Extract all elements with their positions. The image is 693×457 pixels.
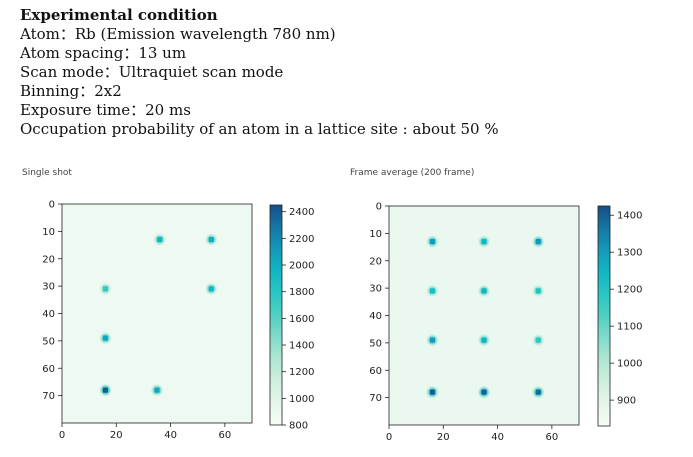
x-tick-label: 60	[218, 430, 231, 441]
atom-spot-core	[481, 239, 487, 245]
colorbar-tick-label: 1300	[617, 248, 642, 259]
atom-spot-core	[481, 389, 487, 395]
atom-spot-core	[481, 288, 487, 294]
atom-spot-core	[429, 288, 435, 294]
atom-spot-core	[535, 389, 541, 395]
condition-line-spacing: Atom spacing：13 um	[20, 44, 187, 62]
y-tick-label: 20	[42, 254, 55, 265]
colorbar	[597, 205, 611, 427]
y-tick-label: 40	[369, 311, 382, 322]
condition-line-binning: Binning：2x2	[20, 82, 122, 100]
x-tick-label: 40	[164, 430, 177, 441]
atom-spot-core	[535, 239, 541, 245]
y-tick-label: 0	[49, 200, 55, 211]
colorbar-tick-label: 1600	[289, 314, 314, 325]
atom-spot-core	[429, 337, 435, 343]
y-tick-label: 20	[369, 256, 382, 267]
y-tick-label: 70	[42, 391, 55, 402]
y-tick-label: 60	[42, 364, 55, 375]
colorbar-tick-label: 2400	[289, 207, 314, 218]
atom-spot-core	[102, 286, 108, 292]
colorbar-tick-label: 900	[617, 396, 636, 407]
colorbar-tick-label: 1400	[289, 341, 314, 352]
condition-line-occupation: Occupation probability of an atom in a l…	[20, 120, 499, 138]
condition-line-scan-mode: Scan mode：Ultraquiet scan mode	[20, 63, 284, 81]
atom-spot-core	[535, 288, 541, 294]
colorbar-tick-label: 1100	[617, 322, 642, 333]
atom-spot-core	[102, 387, 108, 393]
chart-title-single-shot: Single shot	[22, 168, 72, 178]
y-tick-label: 70	[369, 393, 382, 404]
y-tick-label: 50	[42, 336, 55, 347]
atom-spot-core	[429, 239, 435, 245]
x-tick-label: 0	[59, 430, 65, 441]
x-tick-label: 20	[437, 432, 450, 443]
colorbar-tick-label: 1800	[289, 287, 314, 298]
colorbar-tick-label: 800	[289, 421, 308, 432]
atom-spot-core	[535, 337, 541, 343]
atom-spot-core	[208, 237, 214, 243]
atom-spot-core	[154, 387, 160, 393]
y-tick-label: 50	[369, 338, 382, 349]
y-tick-label: 0	[376, 202, 382, 213]
condition-line-exposure: Exposure time：20 ms	[20, 101, 191, 119]
colorbar-tick-label: 1200	[289, 367, 314, 378]
x-tick-label: 0	[386, 432, 392, 443]
colorbar-tick-label: 1000	[617, 359, 642, 370]
colorbar-tick-label: 1400	[617, 211, 642, 222]
y-tick-label: 10	[369, 229, 382, 240]
atom-spot-core	[102, 335, 108, 341]
y-tick-label: 60	[369, 366, 382, 377]
experimental-condition-block: Experimental condition Atom：Rb (Emission…	[20, 6, 499, 139]
atom-spot-core	[208, 286, 214, 292]
y-tick-label: 40	[42, 309, 55, 320]
header-title: Experimental condition	[20, 6, 218, 24]
colorbar-tick-label: 2000	[289, 261, 314, 272]
y-tick-label: 30	[42, 282, 55, 293]
atom-spot-core	[481, 337, 487, 343]
x-tick-label: 60	[545, 432, 558, 443]
colorbar-tick-label: 1200	[617, 285, 642, 296]
condition-line-atom: Atom：Rb (Emission wavelength 780 nm)	[20, 25, 336, 43]
chart-title-frame-average: Frame average (200 frame)	[350, 168, 475, 178]
colorbar-tick-label: 1000	[289, 394, 314, 405]
colorbar	[269, 204, 283, 426]
x-tick-label: 20	[110, 430, 123, 441]
atom-spot-core	[429, 389, 435, 395]
y-tick-label: 30	[369, 284, 382, 295]
x-tick-label: 40	[491, 432, 504, 443]
y-tick-label: 10	[42, 227, 55, 238]
atom-spot-core	[157, 237, 163, 243]
colorbar-tick-label: 2200	[289, 234, 314, 245]
